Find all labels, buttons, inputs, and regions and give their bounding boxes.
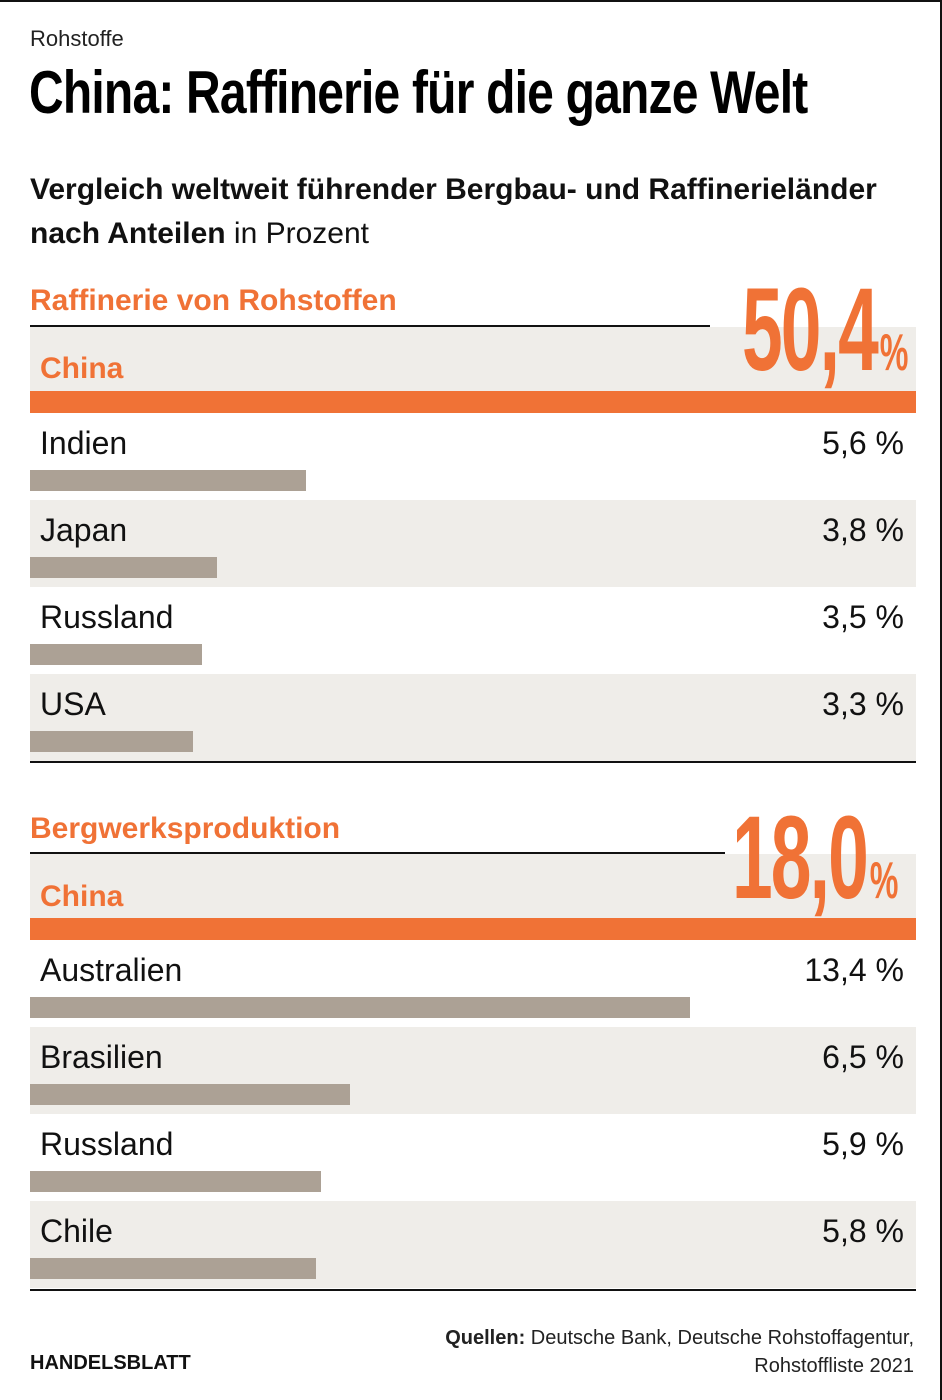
bottom-line-bergwerk: [30, 1289, 916, 1291]
source-note: Quellen: Deutsche Bank, Deutsche Rohstof…: [394, 1324, 914, 1380]
bar-row: Australien 13,4 %: [30, 940, 916, 1027]
bar-row: Russland 3,5 %: [30, 587, 916, 674]
bar-label: Japan: [40, 512, 128, 548]
bar: [30, 557, 217, 578]
bar-row: Japan 3,8 %: [30, 500, 916, 587]
bottom-line-raffinerie: [30, 761, 916, 763]
china-band-raffinerie: [30, 327, 916, 391]
bar-value-label: 3,3 %: [822, 686, 904, 722]
bar-value-label: 13,4 %: [804, 952, 904, 988]
bar: [30, 1258, 316, 1279]
bar-label: Indien: [40, 425, 128, 461]
bar-value-label: 3,5 %: [822, 599, 904, 635]
bar-row: USA 3,3 %: [30, 674, 916, 761]
subtitle-bold: Vergleich weltweit führender Bergbau- un…: [30, 173, 877, 250]
big-number: 18,0: [731, 792, 869, 924]
bar-label: Russland: [40, 599, 174, 635]
bar-value-label: 3,8 %: [822, 512, 904, 548]
bar-label: USA: [40, 686, 106, 722]
bar: [30, 1171, 321, 1192]
page-title: China: Raffinerie für die ganze Welt: [29, 59, 808, 126]
frame-top-border: [0, 0, 942, 2]
bar-value-label: 5,8 %: [822, 1213, 904, 1249]
bar-label: Chile: [40, 1213, 113, 1249]
frame-right-border: [940, 0, 942, 1400]
bar: [30, 470, 306, 491]
big-value-bergwerk: 18,0 %: [732, 790, 898, 926]
china-bar-bergwerk: [30, 918, 916, 940]
bar: [30, 731, 193, 752]
source-label: Quellen:: [445, 1327, 526, 1349]
bar: [30, 1084, 350, 1105]
bar-row: Brasilien 6,5 %: [30, 1027, 916, 1114]
bar: [30, 997, 690, 1018]
china-label-raffinerie: China: [40, 352, 124, 385]
section-title-raffinerie: Raffinerie von Rohstoffen: [30, 284, 397, 317]
section-divider-bergwerk: [30, 852, 725, 854]
bar-value-label: 5,9 %: [822, 1126, 904, 1162]
kicker: Rohstoffe: [30, 26, 124, 51]
big-percent: %: [879, 324, 908, 382]
big-value-raffinerie: 50,4 %: [742, 262, 908, 398]
brand-logo: HANDELSBLATT: [30, 1352, 191, 1374]
china-label-bergwerk: China: [40, 880, 124, 913]
big-number: 50,4: [741, 264, 879, 396]
bar-label: Russland: [40, 1126, 174, 1162]
china-band-bergwerk: [30, 854, 916, 918]
subtitle: Vergleich weltweit führender Bergbau- un…: [30, 168, 910, 256]
subtitle-unit: in Prozent: [225, 217, 370, 250]
bar-label: Brasilien: [40, 1039, 163, 1075]
bar-value-label: 6,5 %: [822, 1039, 904, 1075]
section-divider-raffinerie: [30, 325, 710, 327]
section-title-bergwerk: Bergwerksproduktion: [30, 812, 341, 845]
bar-row: Chile 5,8 %: [30, 1201, 916, 1288]
bar-row: Indien 5,6 %: [30, 413, 916, 500]
bar: [30, 644, 202, 665]
bar-value-label: 5,6 %: [822, 425, 904, 461]
big-percent: %: [869, 852, 898, 910]
bar-label: Australien: [40, 952, 183, 988]
bar-row: Russland 5,9 %: [30, 1114, 916, 1201]
source-text: Deutsche Bank, Deutsche Rohstoffagentur,…: [525, 1327, 914, 1377]
china-bar-raffinerie: [30, 391, 916, 413]
